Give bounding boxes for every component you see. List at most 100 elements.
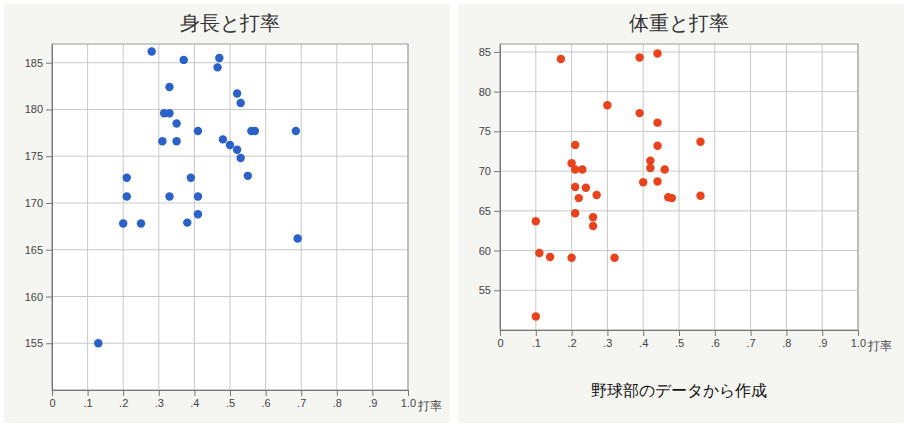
x-tick-label: .5 <box>675 337 684 349</box>
grid-line-y <box>500 250 858 251</box>
grid-line-y <box>52 202 408 203</box>
scatter-point <box>639 178 647 186</box>
grid-line-y <box>52 249 408 250</box>
x-tick-label: .7 <box>297 397 306 409</box>
y-tick-label: 80 <box>479 86 491 98</box>
x-tick: .4 <box>190 390 199 409</box>
x-tick-mark <box>337 390 338 396</box>
x-tick: .1 <box>84 390 93 409</box>
scatter-point <box>589 222 597 230</box>
scatter-point <box>668 194 676 202</box>
grid <box>52 44 408 390</box>
x-tick-mark <box>679 330 680 336</box>
x-tick-mark <box>607 330 608 336</box>
scatter-point <box>610 253 618 261</box>
scatter-point <box>147 47 155 55</box>
x-tick-mark <box>194 390 195 396</box>
chart-title: 身長と打率 <box>180 12 280 34</box>
x-axis: 0.1.2.3.4.5.6.7.8.91.0 <box>497 330 866 349</box>
grid-line-x <box>123 44 124 390</box>
y-tick: 155 <box>25 337 52 349</box>
x-tick-label: 1.0 <box>851 337 866 349</box>
x-tick-label: .2 <box>119 397 128 409</box>
x-tick: 0 <box>49 390 55 409</box>
y-tick-mark <box>46 156 52 157</box>
x-tick-mark <box>372 390 373 396</box>
scatter-point <box>578 165 586 173</box>
y-tick-label: 85 <box>479 46 491 58</box>
x-tick-label: .9 <box>818 337 827 349</box>
scatter-point <box>233 145 241 153</box>
x-tick-mark <box>123 390 124 396</box>
grid-line-x <box>158 44 159 390</box>
grid-line-x <box>750 44 751 330</box>
plot-frame <box>500 44 858 330</box>
scatter-point <box>582 184 590 192</box>
scatter-point <box>557 55 565 63</box>
x-tick: .1 <box>532 330 541 349</box>
scatter-point <box>251 127 259 135</box>
scatter-point <box>179 56 187 64</box>
x-tick-label: .6 <box>711 337 720 349</box>
x-tick-label: .9 <box>368 397 377 409</box>
x-tick: .8 <box>782 330 791 349</box>
scatter-point <box>215 54 223 62</box>
y-tick-mark <box>46 343 52 344</box>
grid-line-y <box>500 171 858 172</box>
grid-line-x <box>714 44 715 330</box>
y-tick-mark <box>46 296 52 297</box>
scatter-point <box>213 63 221 71</box>
scatter-point <box>646 164 654 172</box>
x-tick-label: .4 <box>639 337 648 349</box>
y-tick-label: 165 <box>25 244 43 256</box>
x-tick-label: .1 <box>84 397 93 409</box>
scatter-point <box>194 210 202 218</box>
x-tick: .9 <box>368 390 377 409</box>
x-tick-mark <box>858 330 859 336</box>
x-tick-label: .4 <box>190 397 199 409</box>
y-tick: 85 <box>479 46 500 58</box>
scatter-point <box>635 109 643 117</box>
y-tick-label: 55 <box>479 284 491 296</box>
grid-line-y <box>500 290 858 291</box>
x-tick-mark <box>536 330 537 336</box>
x-tick-label: .3 <box>155 397 164 409</box>
scatter-point <box>172 137 180 145</box>
scatter-point <box>244 172 252 180</box>
x-tick: .3 <box>155 390 164 409</box>
grid-line-x <box>301 44 302 390</box>
grid-line-x <box>230 44 231 390</box>
chart-panel: 0.1.2.3.4.5.6.7.8.91.0155160165170175180… <box>4 4 450 423</box>
scatter-point <box>589 213 597 221</box>
panel-background <box>458 4 904 423</box>
plot-area <box>500 44 858 330</box>
y-axis: 155160165170175180185 <box>25 45 53 391</box>
scatter-point <box>653 177 661 185</box>
chart-svg: 0 .1 .2 .3 .4 .5 .6 .7 .8 .9 1.0 155160165170175180… <box>0 0 908 427</box>
scatter-point <box>226 141 234 149</box>
scatter-point <box>592 191 600 199</box>
y-tick-mark <box>494 52 500 53</box>
scatter-point <box>194 192 202 200</box>
x-tick-label: .3 <box>603 337 612 349</box>
x-tick: .7 <box>297 390 306 409</box>
y-tick: 60 <box>479 245 500 257</box>
grid-line-y <box>500 51 858 52</box>
x-tick-mark <box>88 390 89 396</box>
scatter-point <box>660 165 668 173</box>
x-tick-label: .6 <box>262 397 271 409</box>
x-tick-mark <box>266 390 267 396</box>
y-tick-label: 180 <box>25 103 43 115</box>
x-tick-mark <box>301 390 302 396</box>
scatter-point <box>653 118 661 126</box>
scatter-point <box>532 312 540 320</box>
x-axis-title: 打率 <box>867 339 892 353</box>
scatter-point <box>653 141 661 149</box>
scatter-point <box>532 217 540 225</box>
grid-line-x <box>336 44 337 390</box>
y-tick-label: 70 <box>479 165 491 177</box>
grid-line-x <box>643 44 644 330</box>
scatter-point <box>571 209 579 217</box>
scatter-point <box>575 194 583 202</box>
scatter-point <box>546 253 554 261</box>
